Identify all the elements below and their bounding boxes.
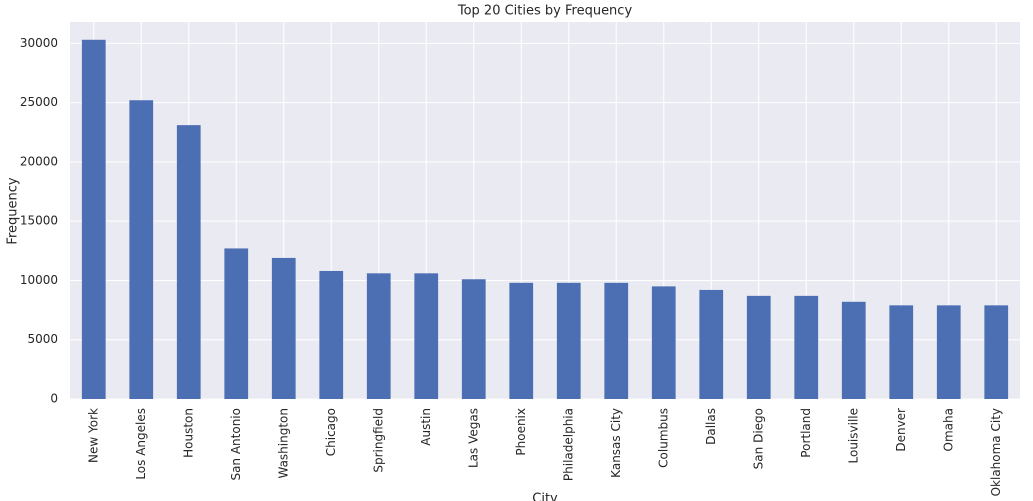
y-tick-label: 0 xyxy=(50,392,58,406)
bar xyxy=(509,282,534,399)
y-tick-label: 15000 xyxy=(20,214,58,228)
x-tick-label: Oklahoma City xyxy=(989,408,1003,496)
bar xyxy=(936,305,961,399)
bars xyxy=(81,39,1009,399)
bar xyxy=(556,282,581,399)
x-tick-label: Los Angeles xyxy=(134,408,148,480)
bar xyxy=(889,305,914,399)
x-tick-label: Louisville xyxy=(846,408,860,464)
y-tick-label: 25000 xyxy=(20,95,58,109)
chart-title: Top 20 Cities by Frequency xyxy=(457,4,633,19)
x-tick-label: Las Vegas xyxy=(466,408,480,468)
x-tick-label: San Antonio xyxy=(229,408,243,481)
bar xyxy=(604,282,629,399)
x-tick-label: San Diego xyxy=(751,408,765,469)
bar xyxy=(651,286,676,399)
y-axis-title: Frequency xyxy=(6,177,21,244)
x-tick-label: Dallas xyxy=(704,408,718,445)
bar xyxy=(984,305,1009,399)
x-tick-label: Denver xyxy=(894,408,908,452)
y-tick-label: 30000 xyxy=(20,36,58,50)
bar xyxy=(841,301,866,399)
y-tick-label: 20000 xyxy=(20,154,58,168)
y-tick-label: 10000 xyxy=(20,273,58,287)
x-axis-title: City xyxy=(532,492,558,501)
bar xyxy=(271,257,296,399)
x-tick-label: Omaha xyxy=(941,408,955,451)
bar xyxy=(699,289,724,399)
x-tick-label: Kansas City xyxy=(609,408,623,478)
bar xyxy=(319,270,344,399)
x-tick-label: Phoenix xyxy=(514,408,528,456)
x-tick-label: Chicago xyxy=(324,408,338,456)
x-tick-label: Philadelphia xyxy=(561,408,575,481)
bar xyxy=(176,125,201,399)
x-tick-label: Portland xyxy=(799,408,813,458)
bar xyxy=(461,279,486,399)
x-tick-label: Washington xyxy=(276,408,290,479)
bar xyxy=(224,248,249,399)
x-tick-label: Columbus xyxy=(656,408,670,468)
bar xyxy=(81,39,106,399)
plot-area xyxy=(70,22,1020,399)
bar xyxy=(746,295,771,399)
bar xyxy=(366,273,391,399)
x-tick-label: Houston xyxy=(181,408,195,458)
x-tick-label: New York xyxy=(86,408,100,463)
x-tick-label: Austin xyxy=(419,408,433,446)
bar xyxy=(414,273,439,399)
bar xyxy=(794,295,819,399)
x-tick-label: Springfield xyxy=(371,408,385,473)
bar xyxy=(129,100,154,399)
y-tick-label: 5000 xyxy=(27,332,58,346)
